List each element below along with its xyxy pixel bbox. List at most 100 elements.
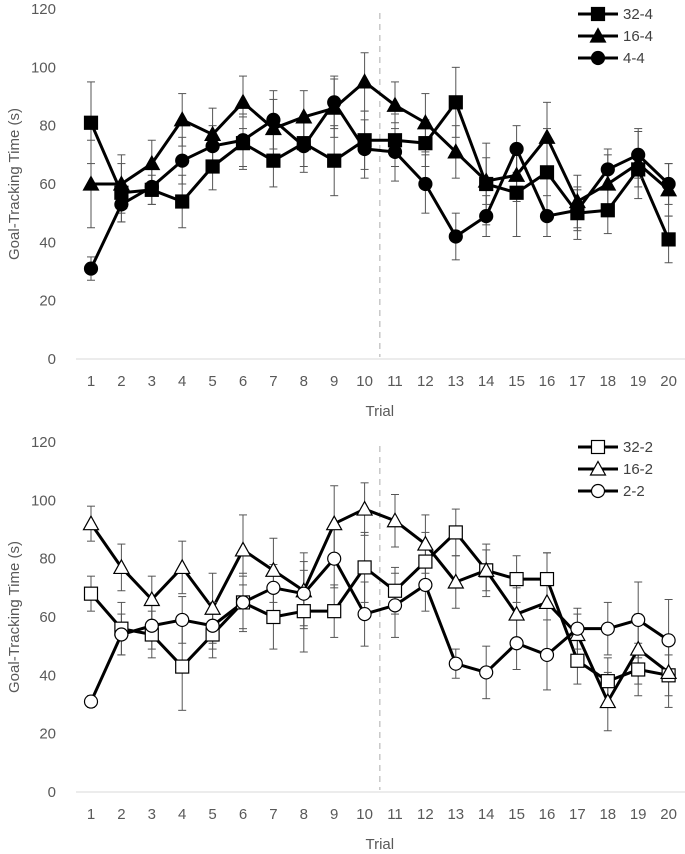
data-point bbox=[418, 136, 433, 151]
x-axis-ticks: 1 2 3 4 5 6 7 8 9 10 11 12 13 14 15 16 1… bbox=[87, 806, 677, 823]
data-point bbox=[509, 185, 524, 200]
data-point bbox=[661, 633, 676, 648]
data-point bbox=[325, 514, 343, 531]
x-tick-label: 1 bbox=[87, 373, 95, 390]
x-tick-label: 20 bbox=[660, 373, 677, 390]
data-point bbox=[327, 551, 342, 566]
x-tick-label: 4 bbox=[178, 806, 186, 823]
x-tick-label: 14 bbox=[478, 373, 495, 390]
x-tick-label: 12 bbox=[417, 806, 434, 823]
y-tick-label: 80 bbox=[39, 118, 56, 135]
data-point bbox=[82, 514, 100, 531]
x-tick-label: 1 bbox=[87, 806, 95, 823]
x-tick-label: 3 bbox=[148, 373, 156, 390]
legend: 32-2 16-2 2-2 bbox=[623, 439, 653, 500]
data-point bbox=[539, 165, 555, 180]
y-axis-ticks: 0 20 40 60 80 100 120 bbox=[31, 434, 56, 801]
markers-2-2 bbox=[83, 551, 676, 709]
data-point bbox=[416, 114, 434, 130]
legend: 32-4 16-4 4-4 bbox=[623, 6, 653, 67]
data-point bbox=[296, 586, 311, 601]
data-point bbox=[479, 208, 494, 224]
data-point bbox=[447, 573, 465, 589]
data-point bbox=[600, 162, 615, 177]
markers-4-4 bbox=[83, 95, 676, 276]
x-tick-label: 5 bbox=[208, 373, 216, 390]
y-tick-label: 120 bbox=[31, 434, 56, 451]
x-tick-label: 17 bbox=[569, 806, 586, 823]
data-point bbox=[600, 203, 615, 218]
x-axis-title: Trial bbox=[365, 836, 394, 853]
data-point bbox=[204, 599, 222, 615]
data-point bbox=[83, 261, 99, 276]
data-point bbox=[661, 232, 676, 247]
y-tick-label: 60 bbox=[39, 176, 56, 193]
data-point bbox=[83, 586, 99, 601]
markers-16-4 bbox=[82, 73, 678, 209]
x-tick-label: 20 bbox=[660, 806, 677, 823]
data-point bbox=[357, 606, 372, 622]
y-tick-label: 80 bbox=[39, 551, 56, 568]
data-point bbox=[266, 609, 281, 625]
data-point bbox=[175, 194, 190, 209]
data-point bbox=[508, 166, 526, 182]
data-point bbox=[175, 612, 190, 628]
data-point bbox=[234, 93, 252, 109]
data-point bbox=[234, 541, 252, 557]
x-tick-label: 11 bbox=[387, 806, 403, 823]
x-axis-ticks: 1 2 3 4 5 6 7 8 9 10 11 12 13 14 15 16 1… bbox=[87, 373, 677, 390]
x-tick-label: 4 bbox=[178, 373, 186, 390]
legend-marker bbox=[590, 50, 606, 66]
x-tick-label: 7 bbox=[269, 373, 277, 390]
data-point bbox=[387, 583, 403, 598]
markers-16-2 bbox=[82, 500, 678, 709]
data-point bbox=[570, 203, 585, 218]
data-point bbox=[509, 571, 524, 587]
x-tick-label: 7 bbox=[269, 806, 277, 823]
data-point bbox=[387, 598, 403, 613]
data-point bbox=[114, 627, 129, 642]
data-point bbox=[629, 154, 647, 171]
x-tick-label: 12 bbox=[417, 373, 434, 390]
data-point bbox=[83, 694, 99, 709]
x-tick-label: 19 bbox=[630, 806, 647, 823]
legend-marker bbox=[590, 6, 606, 22]
data-point bbox=[416, 535, 434, 551]
data-point bbox=[570, 621, 585, 636]
x-tick-label: 13 bbox=[447, 806, 464, 823]
x-tick-label: 2 bbox=[117, 806, 125, 823]
data-point bbox=[418, 176, 433, 192]
data-point bbox=[660, 663, 678, 680]
data-point bbox=[357, 560, 372, 575]
x-tick-label: 9 bbox=[330, 806, 338, 823]
x-tick-label: 16 bbox=[539, 806, 556, 823]
x-tick-label: 8 bbox=[300, 373, 308, 390]
data-point bbox=[205, 138, 220, 154]
top-chart: 0 20 40 60 80 100 120 1 2 3 4 5 6 7 8 9 … bbox=[6, 1, 685, 420]
data-point bbox=[600, 621, 615, 636]
data-point bbox=[386, 96, 404, 112]
x-tick-label: 11 bbox=[387, 373, 403, 390]
x-tick-label: 5 bbox=[208, 806, 216, 823]
data-point bbox=[144, 179, 159, 195]
data-point bbox=[175, 153, 190, 168]
y-tick-label: 100 bbox=[31, 492, 56, 509]
data-point bbox=[264, 119, 282, 136]
data-point bbox=[114, 197, 129, 212]
data-point bbox=[599, 692, 617, 709]
data-point bbox=[144, 618, 159, 633]
data-point bbox=[386, 512, 404, 528]
x-tick-label: 13 bbox=[447, 373, 464, 390]
x-tick-label: 10 bbox=[356, 373, 373, 390]
data-point bbox=[205, 618, 220, 633]
data-point bbox=[356, 73, 374, 89]
data-point bbox=[477, 561, 495, 577]
x-tick-label: 19 bbox=[630, 373, 647, 390]
data-point bbox=[295, 108, 313, 124]
data-point bbox=[539, 647, 555, 663]
x-axis-title: Trial bbox=[365, 403, 394, 420]
data-point bbox=[387, 133, 403, 148]
legend-marker bbox=[589, 460, 607, 476]
data-point bbox=[599, 175, 617, 191]
